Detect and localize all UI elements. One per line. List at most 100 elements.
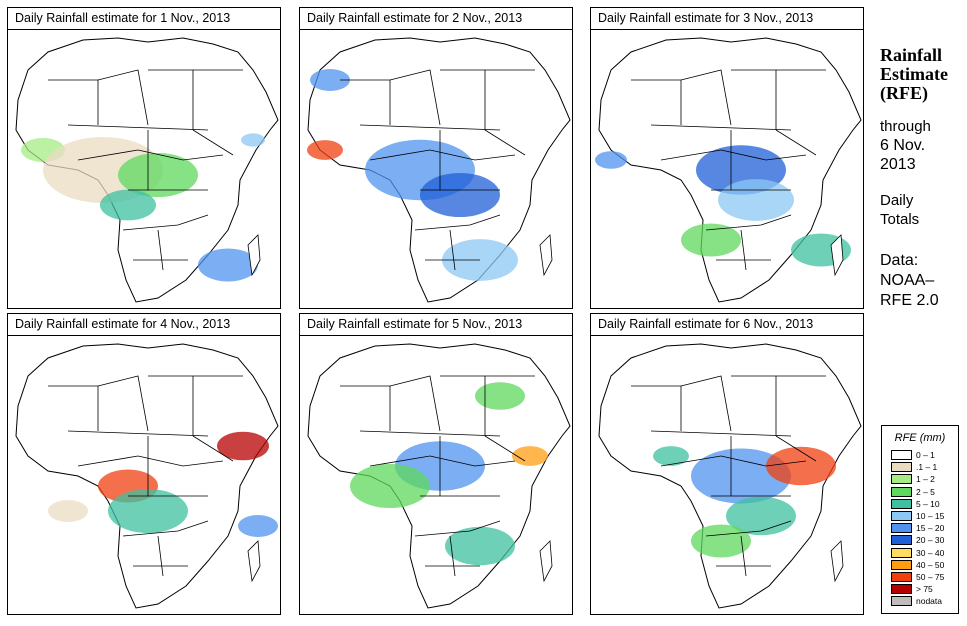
legend-item: > 75 — [891, 584, 933, 595]
rainfall-area — [512, 446, 548, 466]
country-border — [389, 69, 441, 126]
legend-label: 50 – 75 — [916, 572, 945, 582]
map-panel-nov-6: Daily Rainfall estimate for 6 Nov., 2013 — [590, 313, 864, 615]
source-line: NOAA– — [880, 272, 935, 289]
rainfall-area — [241, 133, 265, 147]
legend-label: 15 – 20 — [916, 523, 945, 534]
rainfall-area — [100, 189, 156, 221]
country-border — [67, 430, 209, 437]
legend-label: 30 – 40 — [916, 547, 945, 558]
country-border — [660, 149, 722, 161]
country-border — [449, 229, 456, 271]
legend-item: 0 – 1 — [891, 450, 935, 460]
country-border — [192, 435, 234, 462]
madagascar-outline — [539, 540, 553, 583]
map-panel-nov-3: Daily Rainfall estimate for 3 Nov., 2013 — [590, 7, 864, 309]
country-border — [122, 520, 209, 537]
country-border — [650, 430, 792, 437]
legend-label: .1 – 1 — [916, 462, 938, 473]
rainfall-area — [681, 223, 741, 257]
legend-swatch — [891, 462, 912, 473]
data-label: Data: — [880, 252, 919, 269]
legend-item: 10 – 15 — [891, 511, 944, 521]
product-title: Rainfall Estimate (RFE) — [880, 46, 948, 103]
legend-label: > 75 — [916, 584, 933, 595]
map-panel-nov-5: Daily Rainfall estimate for 5 Nov., 2013 — [299, 313, 573, 615]
rainfall-map-nov-1 — [15, 37, 279, 303]
country-border — [414, 214, 501, 231]
title-line: (RFE) — [880, 83, 928, 103]
map-panel-nov-1: Daily Rainfall estimate for 1 Nov., 2013 — [7, 7, 281, 309]
legend-item: 1 – 2 — [891, 474, 935, 485]
rainfall-area — [307, 140, 343, 160]
legend-item: 5 – 10 — [891, 498, 940, 509]
rainfall-area — [726, 496, 796, 536]
rainfall-map-nov-5 — [307, 343, 571, 609]
madagascar-outline — [539, 234, 553, 277]
country-border — [775, 435, 817, 462]
country-border — [449, 535, 456, 577]
daily-label: Daily — [880, 192, 914, 209]
country-border — [157, 229, 164, 271]
legend-swatch — [891, 498, 912, 509]
country-border — [429, 455, 516, 467]
madagascar-outline — [247, 540, 261, 583]
rainfall-area — [310, 69, 350, 91]
country-border — [720, 149, 807, 161]
country-border — [157, 535, 164, 577]
panel-title: Daily Rainfall estimate for 6 Nov., 2013 — [591, 314, 863, 336]
madagascar-outline — [830, 540, 844, 583]
country-border — [650, 124, 792, 131]
title-line: Estimate — [880, 64, 948, 84]
legend-label: 10 – 15 — [916, 511, 945, 521]
country-border — [77, 149, 139, 161]
rainfall-area — [766, 446, 836, 486]
country-border — [97, 375, 149, 432]
legend-swatch — [891, 596, 912, 607]
country-border — [740, 229, 747, 271]
through-date: through 6 Nov. 2013 — [880, 117, 931, 174]
rainfall-area — [108, 489, 188, 533]
panel-title: Daily Rainfall estimate for 3 Nov., 2013 — [591, 8, 863, 30]
legend-swatch — [891, 474, 912, 485]
country-border — [122, 214, 209, 231]
country-border — [720, 455, 807, 467]
country-border — [414, 520, 501, 537]
rainfall-map-nov-6 — [598, 343, 862, 609]
country-border — [775, 129, 817, 156]
rainfall-area — [420, 173, 500, 217]
date-line: 6 Nov. — [880, 137, 926, 154]
country-border — [484, 435, 526, 462]
legend-swatch — [891, 572, 912, 582]
country-border — [680, 375, 732, 432]
map-panel-nov-2: Daily Rainfall estimate for 2 Nov., 2013 — [299, 7, 573, 309]
country-border — [369, 149, 431, 161]
legend-swatch — [891, 584, 912, 595]
legend-label: 5 – 10 — [916, 498, 940, 509]
date-line: 2013 — [880, 156, 916, 173]
rainfall-area — [653, 446, 689, 466]
legend-swatch — [891, 511, 912, 521]
country-border — [484, 129, 526, 156]
country-border — [660, 455, 722, 467]
legend-item: .1 – 1 — [891, 462, 938, 473]
country-border — [429, 149, 516, 161]
country-border — [389, 375, 441, 432]
country-border — [369, 455, 431, 467]
legend-item: 2 – 5 — [891, 486, 935, 497]
legend-label: 0 – 1 — [916, 450, 935, 460]
rainfall-area — [238, 515, 278, 537]
legend-label: nodata — [916, 596, 942, 607]
rainfall-area — [595, 151, 627, 169]
country-border — [740, 535, 747, 577]
rainfall-area — [718, 179, 794, 221]
legend-item: 15 – 20 — [891, 523, 945, 534]
legend-label: 40 – 50 — [916, 559, 945, 570]
rainfall-area — [118, 153, 198, 197]
country-border — [705, 520, 792, 537]
legend-item: 50 – 75 — [891, 572, 944, 582]
legend-swatch — [891, 535, 912, 546]
country-border — [680, 69, 732, 126]
panel-title: Daily Rainfall estimate for 4 Nov., 2013 — [8, 314, 280, 336]
